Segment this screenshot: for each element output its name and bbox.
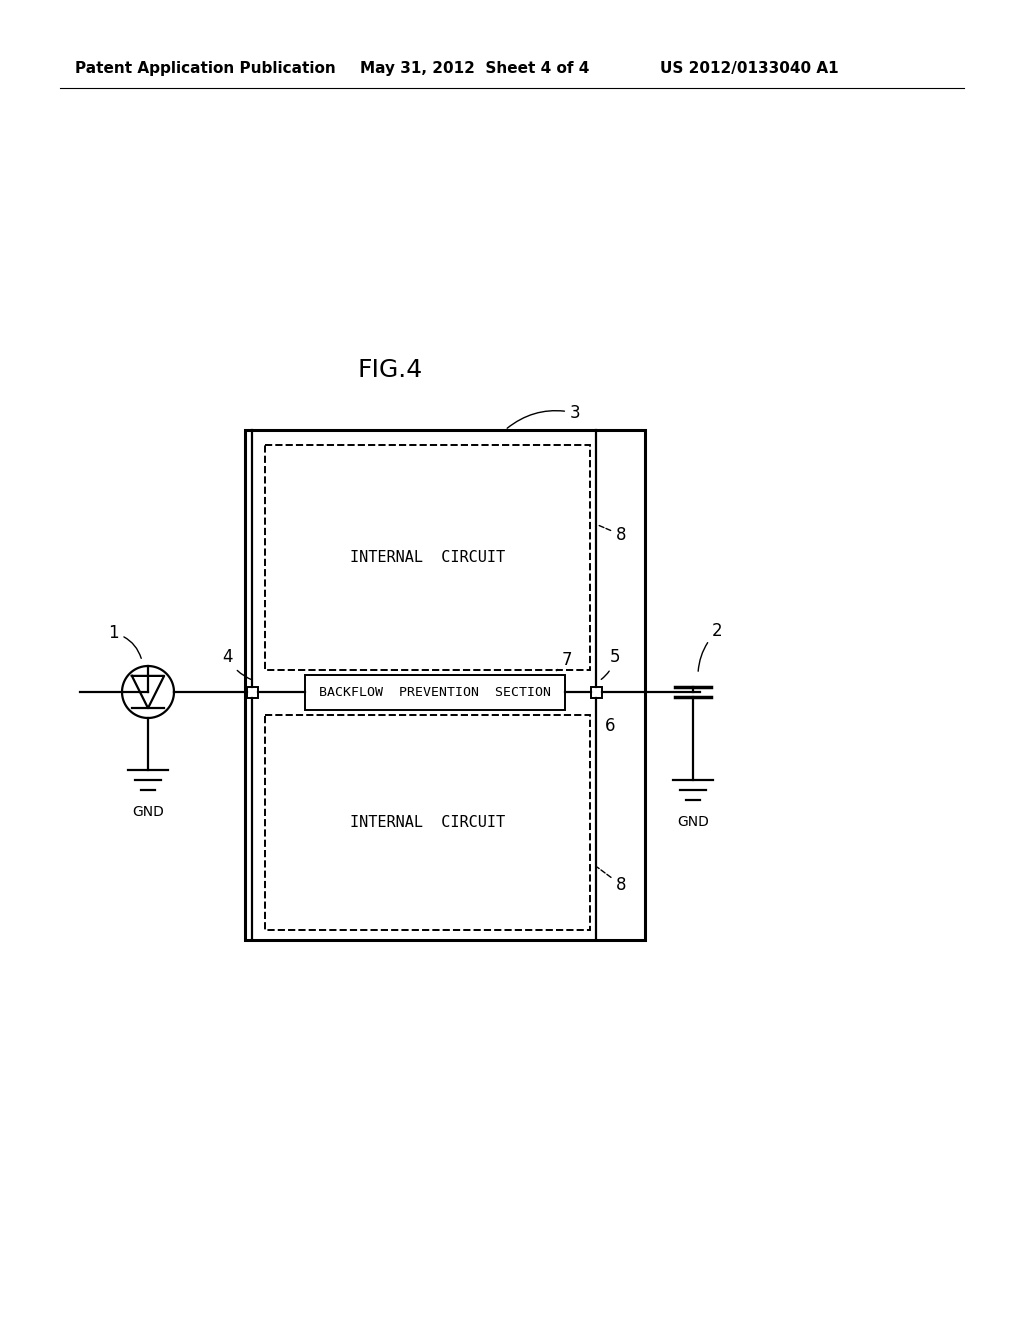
Bar bbox=[305, 675, 565, 710]
Text: 6: 6 bbox=[605, 717, 615, 735]
Text: INTERNAL  CIRCUIT: INTERNAL CIRCUIT bbox=[350, 550, 505, 565]
Text: 4: 4 bbox=[222, 648, 252, 680]
Bar bbox=[245, 430, 645, 940]
Text: US 2012/0133040 A1: US 2012/0133040 A1 bbox=[660, 61, 839, 75]
Text: 1: 1 bbox=[108, 624, 141, 659]
Bar bbox=[265, 715, 590, 931]
Text: May 31, 2012  Sheet 4 of 4: May 31, 2012 Sheet 4 of 4 bbox=[360, 61, 590, 75]
Text: 3: 3 bbox=[507, 404, 581, 428]
Bar bbox=[247, 686, 257, 697]
Text: Patent Application Publication: Patent Application Publication bbox=[75, 61, 336, 75]
Text: GND: GND bbox=[677, 814, 709, 829]
Text: INTERNAL  CIRCUIT: INTERNAL CIRCUIT bbox=[350, 814, 505, 830]
Text: FIG.4: FIG.4 bbox=[357, 358, 423, 381]
Text: 7: 7 bbox=[556, 651, 572, 671]
Text: 2: 2 bbox=[698, 622, 723, 672]
Text: 5: 5 bbox=[601, 648, 621, 680]
Text: 8: 8 bbox=[598, 525, 627, 544]
Text: 8: 8 bbox=[597, 867, 627, 894]
Text: GND: GND bbox=[132, 805, 164, 818]
Bar bbox=[265, 445, 590, 671]
Text: BACKFLOW  PREVENTION  SECTION: BACKFLOW PREVENTION SECTION bbox=[319, 686, 551, 700]
Bar bbox=[591, 686, 601, 697]
